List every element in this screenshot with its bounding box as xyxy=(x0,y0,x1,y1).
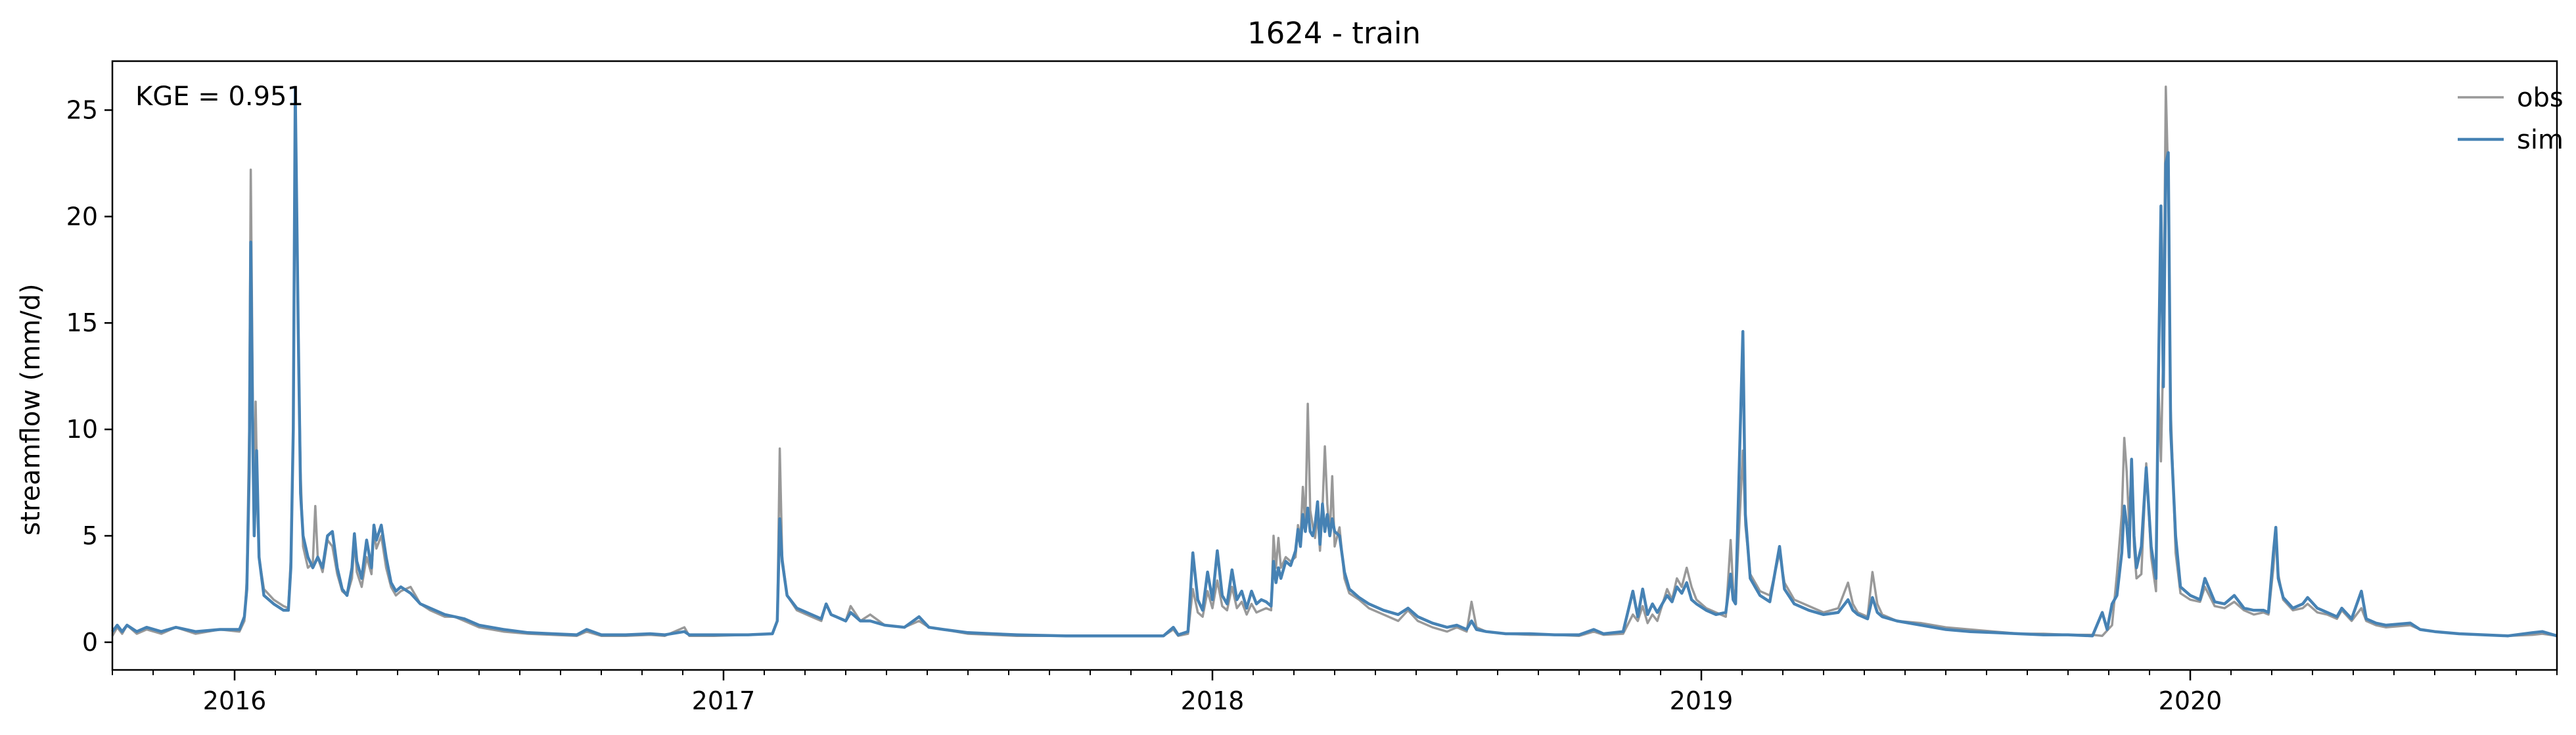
legend-label-obs: obs xyxy=(2517,83,2564,113)
kge-annotation: KGE = 0.951 xyxy=(135,82,304,112)
chart-title: 1624 - train xyxy=(1247,16,1421,51)
x-tick-label: 2020 xyxy=(2159,686,2222,715)
y-tick-label: 25 xyxy=(66,95,98,124)
y-tick-label: 15 xyxy=(66,308,98,337)
y-axis-label: streamflow (mm/d) xyxy=(16,283,46,535)
x-tick-label: 2016 xyxy=(203,686,267,715)
legend-label-sim: sim xyxy=(2517,125,2564,155)
y-tick-label: 20 xyxy=(66,202,98,231)
y-tick-label: 10 xyxy=(66,415,98,444)
x-tick-label: 2018 xyxy=(1181,686,1245,715)
x-tick-label: 2017 xyxy=(692,686,756,715)
y-tick-label: 0 xyxy=(82,628,98,657)
y-tick-label: 5 xyxy=(82,521,98,550)
x-tick-label: 2019 xyxy=(1670,686,1734,715)
